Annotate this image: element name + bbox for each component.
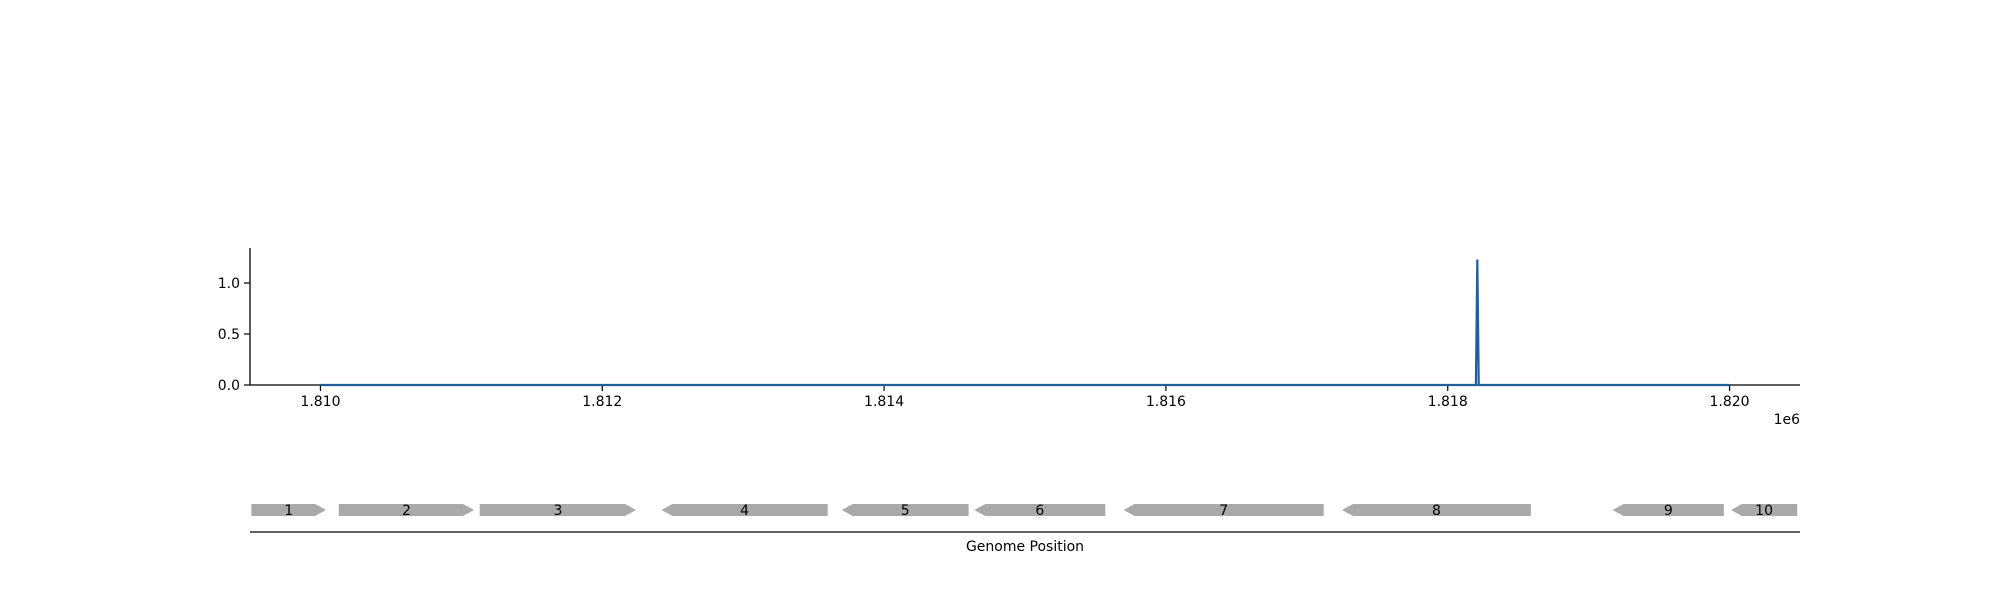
x-tick-label: 1.810 [300, 394, 340, 410]
x-tick-label: 1.812 [582, 394, 622, 410]
gene-arrow [251, 504, 327, 516]
gene-arrow [338, 504, 474, 516]
gene-label: 6 [1035, 503, 1044, 519]
gene-label: 1 [284, 503, 293, 519]
gene-arrow [841, 504, 969, 516]
x-tick-label: 1.814 [864, 394, 904, 410]
series-line [320, 259, 1730, 387]
y-tick-label: 0.5 [218, 327, 240, 343]
x-tick-label: 1.820 [1709, 394, 1749, 410]
gene-track: 1 2 3 4 5 6 7 8 9 10 [250, 503, 1800, 533]
x-axis-offset-label: 1e6 [1774, 412, 1801, 428]
gene-arrow [1731, 504, 1798, 516]
gene-arrow [1123, 504, 1324, 516]
x-tick-label: 1.816 [1146, 394, 1186, 410]
gene-arrow [661, 504, 828, 516]
gene-arrow [1342, 504, 1531, 516]
gene-label: 5 [901, 503, 910, 519]
gene-label: 8 [1432, 503, 1441, 519]
y-tick-label: 0.0 [218, 378, 240, 394]
gene-arrow [1612, 504, 1724, 516]
gene-label: 4 [740, 503, 749, 519]
gene-arrow [974, 504, 1106, 516]
coverage-plot: 0.0 0.5 1.0 1.810 1.812 1.814 1.816 1.818 1.820 [218, 248, 1800, 410]
gene-label: 9 [1664, 503, 1673, 519]
gene-label: 7 [1219, 503, 1228, 519]
gene-label: 10 [1755, 503, 1773, 519]
gene-label: 3 [553, 503, 562, 519]
gene-arrow [479, 504, 637, 516]
x-tick-label: 1.818 [1428, 394, 1468, 410]
gene-label: 2 [402, 503, 411, 519]
y-tick-label: 1.0 [218, 276, 240, 292]
x-axis-label: Genome Position [966, 539, 1084, 555]
